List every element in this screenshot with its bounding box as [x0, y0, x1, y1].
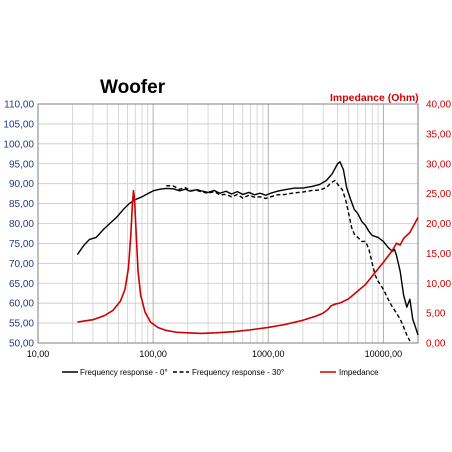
y-tick-label: 55,00	[9, 319, 34, 330]
y-tick-label: 75,00	[9, 239, 34, 250]
x-tick-label: 10000,00	[365, 349, 403, 359]
legend-label-impedance: Impedance	[339, 368, 379, 377]
y-tick-label: 65,00	[9, 279, 34, 290]
right-axis-label: Impedance (Ohm)	[330, 92, 419, 104]
y2-tick-label: 25,00	[426, 189, 451, 200]
y2-tick-label: 30,00	[426, 159, 451, 170]
chart-title: Woofer	[100, 77, 166, 98]
series-layer	[76, 161, 419, 342]
legend: Frequency response - 0° Frequency respon…	[62, 368, 379, 377]
y-tick-label: 70,00	[9, 259, 34, 270]
y-tick-label: 110,00	[4, 100, 34, 111]
tick-labels: 50,00 55,00 60,00 65,00 70,00 75,00 80,00 85,00…	[3, 100, 451, 360]
y2-tick-label: 10,00	[426, 279, 451, 290]
y2-tick-label: 40,00	[426, 100, 451, 111]
y-tick-label: 100,00	[3, 139, 34, 150]
y2-tick-label: 35,00	[426, 129, 451, 140]
y-tick-label: 80,00	[9, 219, 34, 230]
y-tick-label: 85,00	[9, 199, 34, 210]
x-tick-label: 10,00	[27, 349, 50, 359]
legend-label-response-30: Frequency response - 30°	[192, 368, 284, 377]
y-tick-label: 105,00	[3, 119, 34, 130]
legend-label-response-0: Frequency response - 0°	[80, 368, 168, 377]
x-tick-label: 1000,00	[252, 349, 285, 359]
series-line-impedance	[77, 189, 419, 335]
y-tick-label: 90,00	[9, 179, 34, 190]
series-line-response-0	[76, 161, 419, 336]
x-tick-label: 100,00	[139, 349, 167, 359]
y-tick-label: 60,00	[9, 299, 34, 310]
y2-tick-label: 5,00	[426, 309, 446, 320]
y2-tick-label: 15,00	[426, 249, 451, 260]
y-tick-label: 95,00	[9, 159, 34, 170]
series-line-response-30	[166, 179, 411, 342]
plot-area-border	[37, 103, 419, 344]
y2-tick-label: 0,00	[426, 339, 446, 350]
y-tick-label: 50,00	[9, 339, 34, 350]
y2-tick-label: 20,00	[426, 219, 451, 230]
